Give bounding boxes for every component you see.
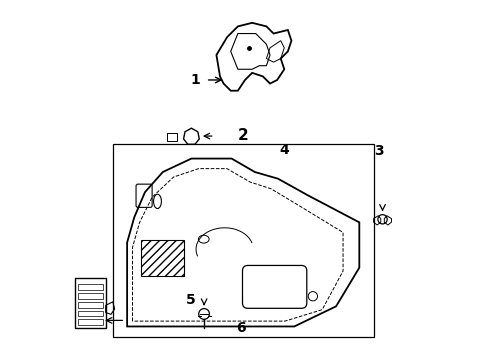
Bar (78, 284, 103, 290)
Text: 3: 3 (374, 144, 384, 158)
Bar (167, 133, 177, 141)
Text: 4: 4 (279, 143, 289, 157)
Bar (113, 144, 373, 337)
Text: 5: 5 (186, 293, 196, 307)
Bar (78, 311, 103, 316)
Bar (78, 293, 103, 299)
Bar (78, 319, 103, 325)
Text: 1: 1 (191, 73, 200, 87)
Bar (75, 278, 106, 328)
Text: 6: 6 (237, 321, 246, 335)
Bar (78, 302, 103, 307)
Text: 2: 2 (238, 128, 248, 143)
Bar (142, 240, 184, 276)
